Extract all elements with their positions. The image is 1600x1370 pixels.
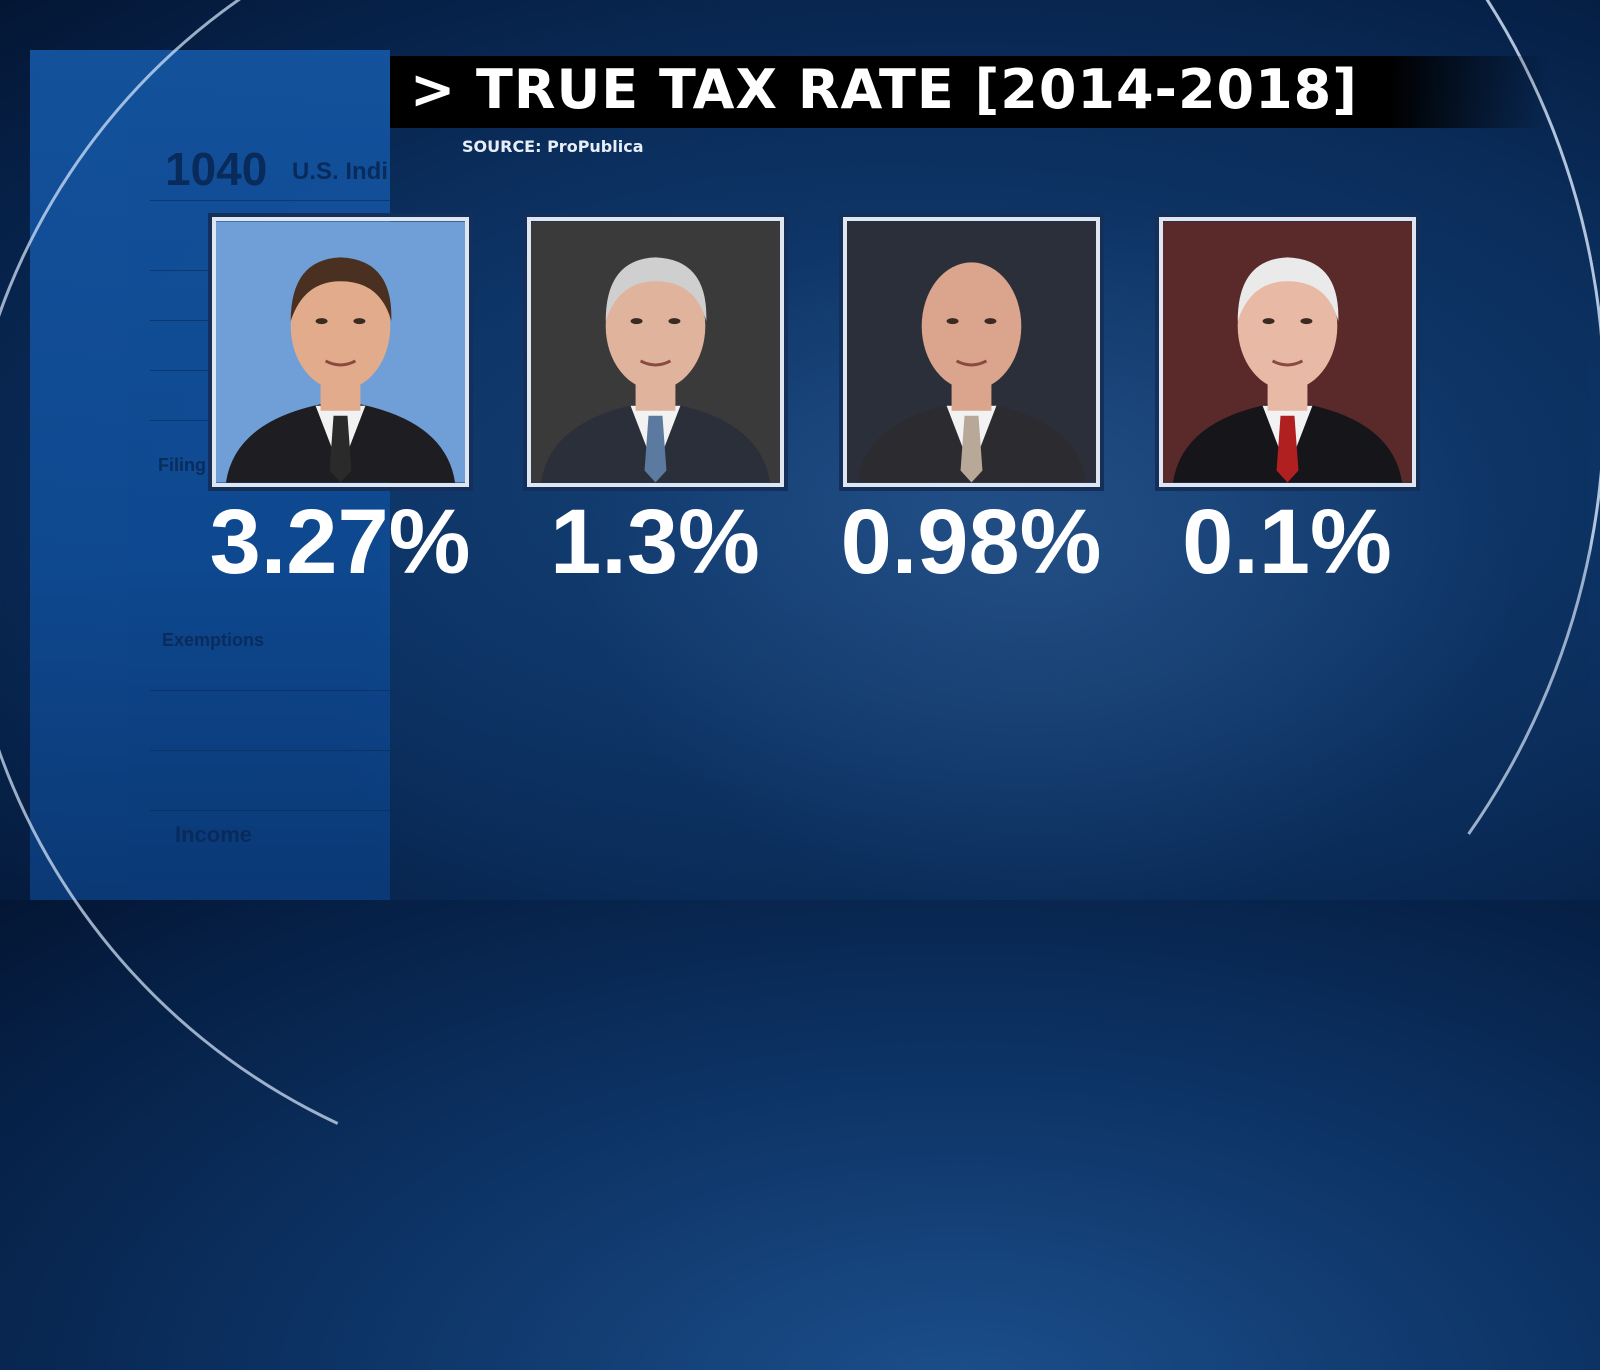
tax-rate-value: 3.27% (209, 491, 471, 593)
tax-rate-value: 1.3% (550, 491, 760, 593)
tax-rate-value: 0.1% (1182, 491, 1392, 593)
source-label: SOURCE: ProPublica (462, 137, 644, 156)
portrait-image (1163, 221, 1412, 483)
person-photo (212, 217, 469, 487)
title-bar (390, 56, 1550, 128)
person-photo (843, 217, 1100, 487)
portrait-image (216, 221, 465, 483)
form-exemptions: Exemptions (162, 630, 265, 650)
person-photo (1159, 217, 1416, 487)
portrait-image (531, 221, 780, 483)
form-title: U.S. Indi (292, 158, 388, 185)
form-income: Income (175, 822, 253, 847)
portrait-image (847, 221, 1096, 483)
person-photo (527, 217, 784, 487)
form-number: 1040 (165, 143, 268, 195)
page-title: > TRUE TAX RATE [2014-2018] (410, 58, 1358, 121)
tax-rate-value: 0.98% (840, 491, 1102, 593)
